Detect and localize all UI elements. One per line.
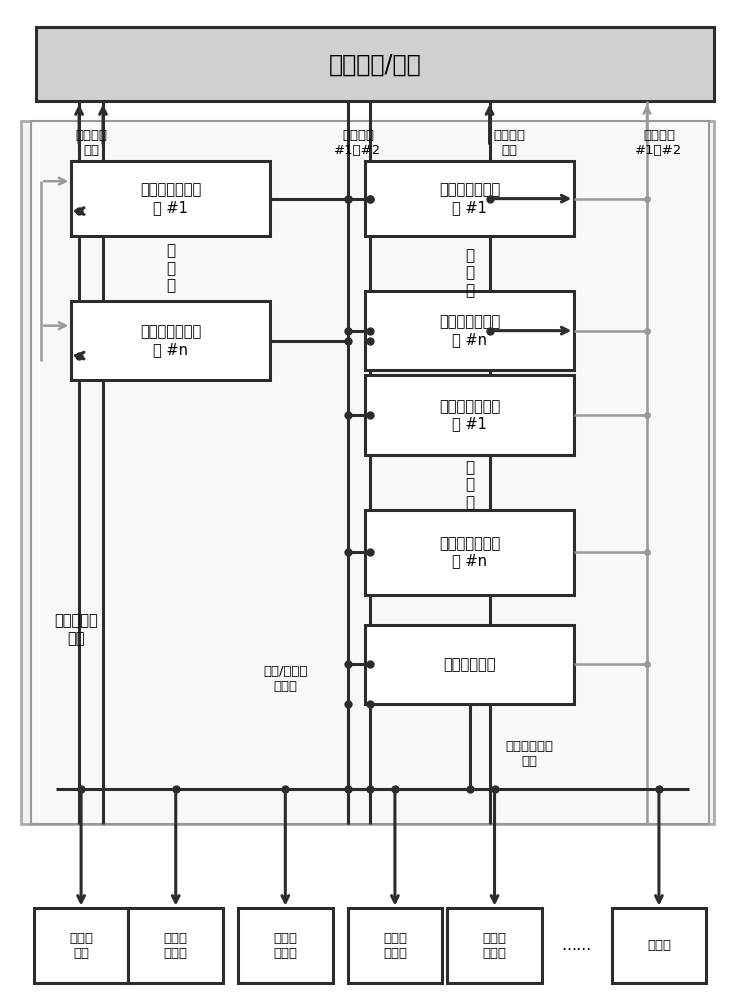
Text: 驾驶舱
顶灯: 驾驶舱 顶灯 [69, 932, 93, 960]
Text: 照明/控制信
号线束: 照明/控制信 号线束 [263, 665, 308, 693]
Bar [37, 27, 714, 101]
Text: 混合式控制板组
件 #1: 混合式控制板组 件 #1 [439, 182, 500, 215]
Text: 硬线信号
线束: 硬线信号 线束 [493, 129, 525, 157]
Text: ：
：
：: ： ： ： [166, 243, 175, 293]
Text: 模拟式控制板组
件 #n: 模拟式控制板组 件 #n [140, 324, 201, 357]
Text: ：
：
：: ： ： ： [465, 460, 475, 510]
Bar [365, 161, 574, 236]
Text: 顶部板
泛光灯: 顶部板 泛光灯 [273, 932, 297, 960]
Bar [31, 121, 708, 824]
Bar [365, 510, 574, 595]
Text: 数字式控制板组
件 #1: 数字式控制板组 件 #1 [439, 399, 500, 432]
Bar [365, 625, 574, 704]
Text: 中控台
泛光灯: 中控台 泛光灯 [383, 932, 407, 960]
Text: 调光控制电源: 调光控制电源 [443, 657, 496, 672]
Bar [238, 908, 333, 983]
Bar [71, 301, 270, 380]
Text: 数字式控制板组
件 #n: 数字式控制板组 件 #n [439, 536, 500, 569]
Text: ：
：
：: ： ： ： [465, 248, 475, 298]
Bar [34, 908, 128, 983]
Text: 电源网络
#1和#2: 电源网络 #1和#2 [335, 129, 381, 157]
Bar [348, 908, 443, 983]
Text: 照明调节信号
线束: 照明调节信号 线束 [505, 740, 554, 768]
Text: 硬线信号
线束: 硬线信号 线束 [75, 129, 107, 157]
Text: 飞机系统/网络: 飞机系统/网络 [329, 53, 422, 77]
Text: 模拟式控制板组
件 #1: 模拟式控制板组 件 #1 [140, 182, 201, 215]
Text: 测控台
泛光灯: 测控台 泛光灯 [483, 932, 507, 960]
Text: 混合式控制板组
件 #n: 混合式控制板组 件 #n [439, 314, 500, 347]
Bar [22, 121, 714, 824]
Text: ……: …… [561, 938, 592, 953]
Text: 仪表板
泛光灯: 仪表板 泛光灯 [164, 932, 188, 960]
Bar [612, 908, 706, 983]
Bar [365, 291, 574, 370]
Bar [447, 908, 542, 983]
Bar [71, 161, 270, 236]
Bar [365, 375, 574, 455]
Bar [128, 908, 223, 983]
Text: 集成控制板
系统: 集成控制板 系统 [54, 613, 98, 646]
Text: 数据总线
#1和#2: 数据总线 #1和#2 [635, 129, 682, 157]
Text: 地板灯: 地板灯 [647, 939, 671, 952]
